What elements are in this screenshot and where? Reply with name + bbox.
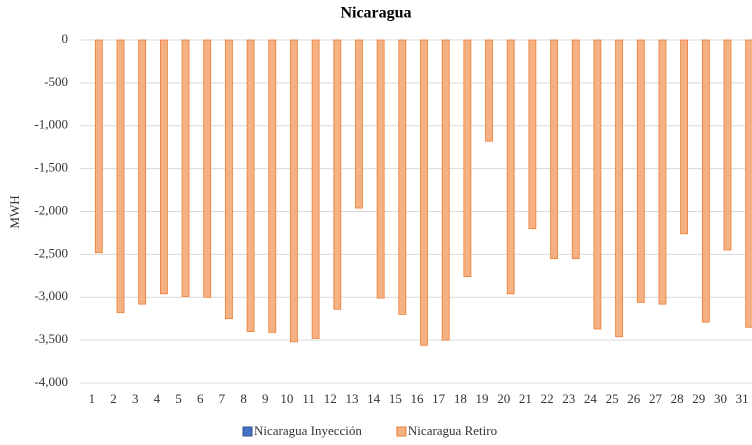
y-tick-label: 0 — [62, 31, 69, 46]
bar — [723, 39, 732, 251]
x-tick-label: 19 — [476, 391, 489, 406]
x-tick-label: 8 — [240, 391, 247, 406]
x-tick-label: 25 — [606, 391, 619, 406]
x-tick-label: 20 — [497, 391, 510, 406]
bar — [463, 39, 472, 278]
legend-marker — [242, 426, 253, 437]
bar — [225, 39, 233, 320]
bar — [159, 39, 168, 295]
x-tick-label: 1 — [89, 391, 96, 406]
bar — [246, 39, 255, 332]
x-tick-label: 15 — [389, 391, 402, 406]
x-tick-label: 27 — [649, 391, 663, 406]
bar — [571, 39, 580, 260]
x-tick-label: 9 — [262, 391, 269, 406]
bar — [701, 39, 710, 323]
bar — [528, 39, 537, 230]
y-tick-label: -2,000 — [34, 202, 68, 217]
bar — [593, 39, 602, 330]
x-tick-label: 23 — [562, 391, 575, 406]
y-tick-label: -2,500 — [34, 245, 68, 260]
bar — [420, 39, 428, 346]
x-tick-label: 6 — [197, 391, 204, 406]
x-tick-label: 16 — [411, 391, 425, 406]
bar — [441, 39, 450, 341]
bar — [636, 39, 645, 303]
x-tick-label: 21 — [519, 391, 532, 406]
y-tick-label: -3,000 — [34, 288, 68, 303]
bar — [116, 39, 125, 314]
x-tick-label: 17 — [432, 391, 446, 406]
x-tick-label: 28 — [671, 391, 684, 406]
x-tick-label: 11 — [302, 391, 315, 406]
bar — [398, 39, 407, 315]
bar — [181, 39, 190, 297]
bar — [333, 39, 342, 310]
y-tick-label: -3,500 — [34, 331, 68, 346]
legend-marker — [396, 426, 407, 437]
bar — [615, 39, 623, 338]
bar — [138, 39, 147, 305]
x-tick-label: 14 — [367, 391, 381, 406]
x-tick-label: 2 — [110, 391, 117, 406]
bar — [290, 39, 298, 343]
bar — [268, 39, 277, 333]
x-tick-label: 3 — [132, 391, 139, 406]
bar — [94, 39, 103, 254]
chart-title: Nicaragua — [340, 5, 411, 22]
bar — [680, 39, 689, 235]
x-tick-label: 13 — [345, 391, 358, 406]
x-tick-label: 30 — [714, 391, 727, 406]
legend-label: Nicaragua Retiro — [408, 423, 497, 438]
bar — [203, 39, 212, 298]
bar — [745, 39, 752, 328]
bar — [506, 39, 515, 295]
bar — [658, 39, 667, 305]
x-tick-label: 5 — [175, 391, 182, 406]
y-tick-label: -1,500 — [34, 160, 68, 175]
x-tick-label: 7 — [219, 391, 226, 406]
bar — [355, 39, 363, 209]
x-tick-label: 31 — [736, 391, 749, 406]
bar — [485, 39, 493, 142]
y-tick-label: -4,000 — [34, 374, 68, 389]
x-tick-label: 4 — [154, 391, 161, 406]
bar — [550, 39, 558, 260]
x-tick-label: 10 — [280, 391, 293, 406]
y-axis-label: MWH — [7, 195, 22, 228]
y-tick-label: -500 — [44, 74, 68, 89]
x-tick-label: 29 — [692, 391, 705, 406]
x-tick-label: 26 — [627, 391, 641, 406]
x-tick-label: 18 — [454, 391, 467, 406]
y-tick-label: -1,000 — [34, 117, 68, 132]
bar — [311, 39, 320, 339]
x-tick-label: 24 — [584, 391, 598, 406]
legend-label: Nicaragua Inyección — [254, 423, 362, 438]
bar — [376, 39, 385, 299]
x-tick-label: 22 — [541, 391, 554, 406]
x-tick-label: 12 — [324, 391, 337, 406]
